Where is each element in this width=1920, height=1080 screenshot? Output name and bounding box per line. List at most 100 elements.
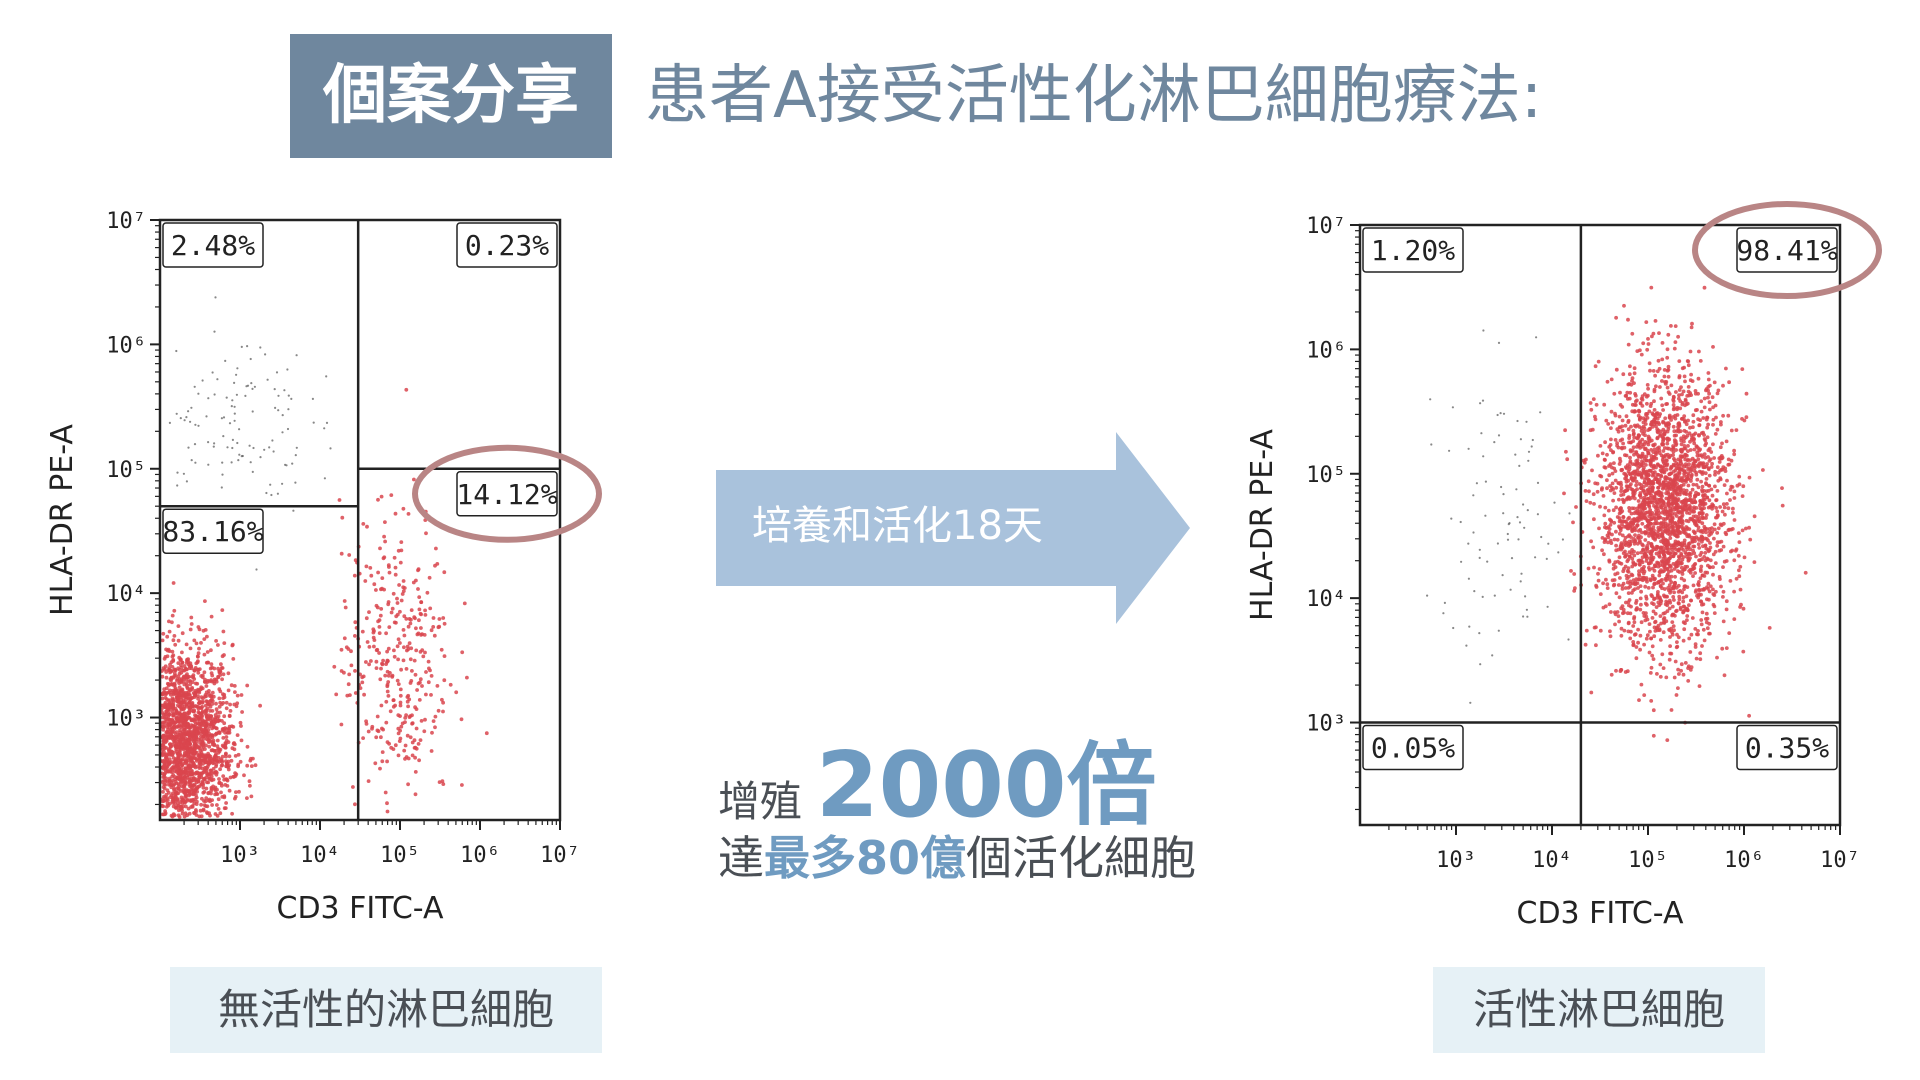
cell-event-dot: [202, 777, 207, 781]
cell-event-dot: [201, 741, 206, 745]
cell-event-dot: [1649, 285, 1654, 290]
cell-event-dot: [1678, 542, 1682, 546]
cell-event-dot: [1680, 519, 1685, 524]
cell-event-dot: [1724, 646, 1729, 650]
cell-event-dot: [188, 646, 193, 651]
cell-event-dot: [1733, 548, 1738, 553]
cell-event-dot: [1693, 571, 1697, 575]
cell-event-dot: [1665, 515, 1670, 519]
cell-event-dot: [1666, 551, 1671, 555]
cell-event-dot: [1459, 520, 1462, 524]
cell-event-dot: [168, 688, 172, 693]
cell-event-dot: [1583, 489, 1588, 493]
cell-event-dot: [164, 752, 168, 756]
cell-event-dot: [460, 650, 465, 655]
cell-event-dot: [222, 435, 225, 438]
y-tick-label: 10⁵: [1306, 463, 1346, 488]
cell-event-dot: [1660, 469, 1665, 473]
cell-event-dot: [378, 546, 382, 551]
cell-event-dot: [1660, 560, 1665, 565]
cell-event-dot: [187, 792, 192, 797]
cell-event-dot: [294, 481, 297, 484]
cell-event-dot: [192, 811, 197, 816]
cell-event-dot: [172, 634, 177, 638]
cell-event-dot: [1649, 468, 1653, 473]
cell-event-dot: [218, 767, 223, 772]
cell-event-dot: [193, 443, 197, 446]
cell-event-dot: [1666, 510, 1670, 515]
cell-event-dot: [1672, 429, 1677, 434]
cell-event-dot: [1703, 551, 1708, 555]
cell-event-dot: [227, 788, 232, 793]
cell-event-dot: [1586, 479, 1591, 484]
y-tick-label: 10⁶: [1306, 338, 1346, 363]
cell-event-dot: [181, 788, 186, 793]
cell-event-dot: [1627, 554, 1632, 559]
cell-event-dot: [1648, 439, 1652, 444]
cell-event-dot: [164, 759, 168, 764]
cell-event-dot: [1675, 543, 1679, 548]
cell-event-dot: [1613, 565, 1618, 569]
cell-event-dot: [424, 692, 428, 697]
cell-event-dot: [235, 701, 240, 706]
cell-event-dot: [1429, 398, 1432, 401]
cell-event-dot: [1617, 619, 1621, 624]
y-tick-label: 10³: [106, 707, 146, 732]
cell-event-dot: [1665, 576, 1669, 581]
cell-event-dot: [180, 687, 185, 692]
cell-event-dot: [418, 611, 423, 616]
cell-event-dot: [1681, 638, 1686, 643]
cell-event-dot: [1752, 514, 1757, 519]
cell-event-dot: [1629, 424, 1633, 429]
cell-event-dot: [1707, 391, 1711, 396]
cell-event-dot: [190, 797, 195, 802]
cell-event-dot: [1711, 442, 1715, 447]
cell-event-dot: [1639, 602, 1643, 607]
cell-event-dot: [212, 445, 215, 448]
cell-event-dot: [281, 414, 284, 417]
cell-event-dot: [1589, 539, 1593, 544]
cell-event-dot: [1601, 605, 1606, 610]
cell-event-dot: [167, 698, 172, 702]
cell-event-dot: [404, 617, 409, 621]
cell-event-dot: [1594, 643, 1598, 648]
cell-event-dot: [1640, 404, 1645, 408]
cell-event-dot: [418, 677, 423, 682]
cell-event-dot: [1674, 514, 1679, 518]
cell-event-dot: [187, 763, 192, 768]
cell-event-dot: [249, 764, 254, 768]
cell-event-dot: [196, 667, 201, 672]
cell-event-dot: [1711, 345, 1715, 349]
cell-event-dot: [1623, 394, 1628, 398]
cell-event-dot: [1676, 686, 1680, 690]
cell-event-dot: [192, 787, 197, 792]
cell-event-dot: [1721, 502, 1726, 507]
cell-event-dot: [207, 811, 212, 815]
cell-event-dot: [1671, 595, 1676, 599]
cell-event-dot: [1671, 445, 1676, 450]
cell-event-dot: [1610, 532, 1614, 537]
cell-event-dot: [187, 733, 191, 737]
cell-event-dot: [1666, 481, 1670, 485]
y-tick-label: 10⁴: [106, 582, 146, 607]
cell-event-dot: [226, 688, 231, 693]
cell-event-dot: [205, 804, 210, 809]
cell-event-dot: [1740, 367, 1745, 371]
cell-event-dot: [213, 330, 216, 333]
y-tick-label: 10⁷: [1306, 214, 1346, 239]
cell-event-dot: [212, 725, 216, 730]
cell-event-dot: [1696, 542, 1701, 547]
cell-event-dot: [1661, 454, 1666, 459]
cell-event-dot: [352, 573, 357, 578]
x-tick-label: 10³: [220, 843, 260, 868]
cell-event-dot: [379, 494, 384, 499]
cell-event-dot: [1522, 503, 1525, 506]
cell-event-dot: [1683, 399, 1688, 403]
cell-event-dot: [1691, 433, 1696, 437]
cell-event-dot: [1721, 589, 1726, 594]
cell-event-dot: [1626, 517, 1630, 521]
cell-event-dot: [210, 717, 215, 722]
cell-event-dot: [1634, 459, 1639, 463]
cell-event-dot: [342, 636, 347, 641]
cell-event-dot: [197, 424, 200, 427]
